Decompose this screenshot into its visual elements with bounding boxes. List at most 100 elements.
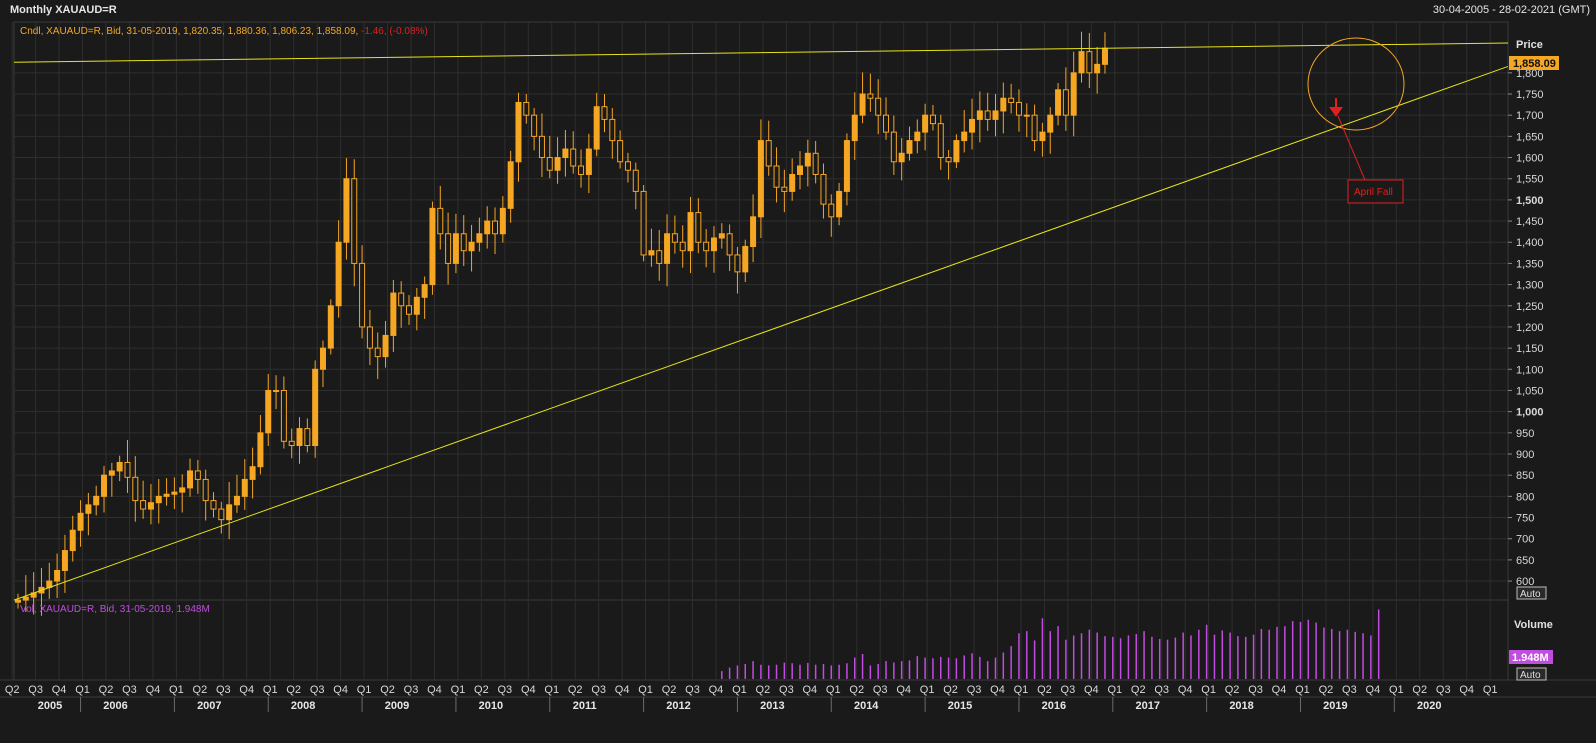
quarter-tick-label: Q1 xyxy=(75,684,90,696)
quarter-tick-label: Q2 xyxy=(286,684,301,696)
quarter-tick-label: Q2 xyxy=(943,684,958,696)
candle-body xyxy=(202,478,209,502)
candle-body xyxy=(1031,114,1038,142)
candle-body xyxy=(398,292,405,307)
candle-body xyxy=(476,233,483,243)
price-tick-label: 900 xyxy=(1516,449,1534,461)
candle-body xyxy=(914,131,921,142)
candle-body xyxy=(804,152,811,167)
quarter-tick-label: Q4 xyxy=(615,684,630,696)
price-tick-label: 1,400 xyxy=(1516,237,1544,249)
candle-body xyxy=(695,212,702,243)
quarter-tick-label: Q4 xyxy=(1178,684,1193,696)
candle-body xyxy=(757,140,764,218)
candle-body xyxy=(179,487,186,493)
candle-body xyxy=(664,233,671,264)
candle-body xyxy=(976,110,983,120)
quarter-tick-label: Q2 xyxy=(1319,684,1334,696)
volume-auto-button[interactable] xyxy=(1516,667,1547,681)
quarter-tick-label: Q1 xyxy=(1014,684,1029,696)
candle-body xyxy=(69,529,76,552)
year-label: 2012 xyxy=(666,700,690,712)
volume-axis-title: Volume xyxy=(1514,619,1553,631)
quarter-tick-label: Q2 xyxy=(380,684,395,696)
quarter-tick-label: Q3 xyxy=(122,684,137,696)
candle-body xyxy=(703,241,710,252)
annotation-box xyxy=(1347,179,1404,204)
candle-body xyxy=(656,250,663,264)
candle-body xyxy=(687,212,694,252)
candle-body xyxy=(883,114,890,133)
candle-body xyxy=(961,131,968,142)
price-tick-label: 1,150 xyxy=(1516,343,1544,355)
candle-body xyxy=(609,118,616,142)
candle-body xyxy=(366,326,373,349)
quarter-tick-label: Q2 xyxy=(1131,684,1146,696)
trendlines xyxy=(13,42,1509,601)
year-label: 2020 xyxy=(1417,700,1441,712)
price-tick-label: 1,750 xyxy=(1516,89,1544,101)
year-label: 2014 xyxy=(854,700,879,712)
candle-body xyxy=(499,207,506,235)
quarter-tick-label: Q3 xyxy=(779,684,794,696)
candle-body xyxy=(859,93,866,116)
trendline-resistance xyxy=(13,42,1509,63)
candle-body xyxy=(249,466,256,480)
candle-body xyxy=(632,169,639,192)
date-range: 30-04-2005 - 28-02-2021 (GMT) xyxy=(1432,4,1590,16)
quarter-tick-label: Q4 xyxy=(802,684,817,696)
candle-body xyxy=(124,461,131,478)
candle-body xyxy=(820,173,827,205)
candle-body xyxy=(351,178,358,264)
candle-body xyxy=(343,178,350,243)
title-bar: Monthly XAUAUD=R 30-04-2005 - 28-02-2021… xyxy=(0,0,1596,22)
candle-body xyxy=(617,140,624,163)
candle-body xyxy=(155,495,162,504)
candle-body xyxy=(992,110,999,120)
candle-body xyxy=(953,140,960,163)
candle-body xyxy=(421,284,428,298)
price-tick-label: 1,700 xyxy=(1516,110,1544,122)
quarter-tick-label: Q1 xyxy=(357,684,372,696)
quarter-tick-label: Q3 xyxy=(1342,684,1357,696)
candle-body xyxy=(679,241,686,252)
price-tick-label: 850 xyxy=(1516,470,1534,482)
candle-body xyxy=(836,190,843,218)
price-tick-label: 600 xyxy=(1516,576,1534,588)
quarter-tick-label: Q4 xyxy=(1272,684,1287,696)
candle-body xyxy=(945,157,952,163)
candle-body xyxy=(374,347,381,358)
candle-body xyxy=(969,118,976,133)
year-label: 2009 xyxy=(385,700,409,712)
quarter-tick-label: Q1 xyxy=(1201,684,1216,696)
quarter-tick-label: Q1 xyxy=(544,684,559,696)
candle-body xyxy=(312,368,319,447)
price-tick-label: 1,200 xyxy=(1516,322,1544,334)
price-tick-label: 1,650 xyxy=(1516,131,1544,143)
candle-body xyxy=(507,161,514,209)
candle-body xyxy=(406,305,412,315)
quarter-tick-label: Q1 xyxy=(1107,684,1122,696)
candle-body xyxy=(640,190,647,256)
candle-body xyxy=(452,233,459,264)
candle-body xyxy=(593,106,600,150)
candle-body xyxy=(116,461,123,472)
candle-body xyxy=(265,389,272,434)
candle-body xyxy=(132,476,139,502)
quarter-tick-label: Q2 xyxy=(662,684,677,696)
price-auto-button[interactable] xyxy=(1516,586,1547,600)
candle-body xyxy=(171,491,178,495)
quarter-tick-label: Q3 xyxy=(404,684,419,696)
candle-body xyxy=(812,152,819,175)
year-label: 2010 xyxy=(479,700,503,712)
quarter-tick-label: Q3 xyxy=(1248,684,1263,696)
quarter-tick-label: Q1 xyxy=(169,684,184,696)
candle-body xyxy=(1015,101,1022,116)
candle-body xyxy=(210,500,217,510)
quarter-tick-label: Q4 xyxy=(521,684,536,696)
quarter-tick-label: Q3 xyxy=(591,684,606,696)
candle-body xyxy=(1047,114,1054,133)
year-label: 2008 xyxy=(291,700,315,712)
volume-legend: Vol, XAUAUD=R, Bid, 31-05-2019, 1.948M xyxy=(20,604,210,615)
